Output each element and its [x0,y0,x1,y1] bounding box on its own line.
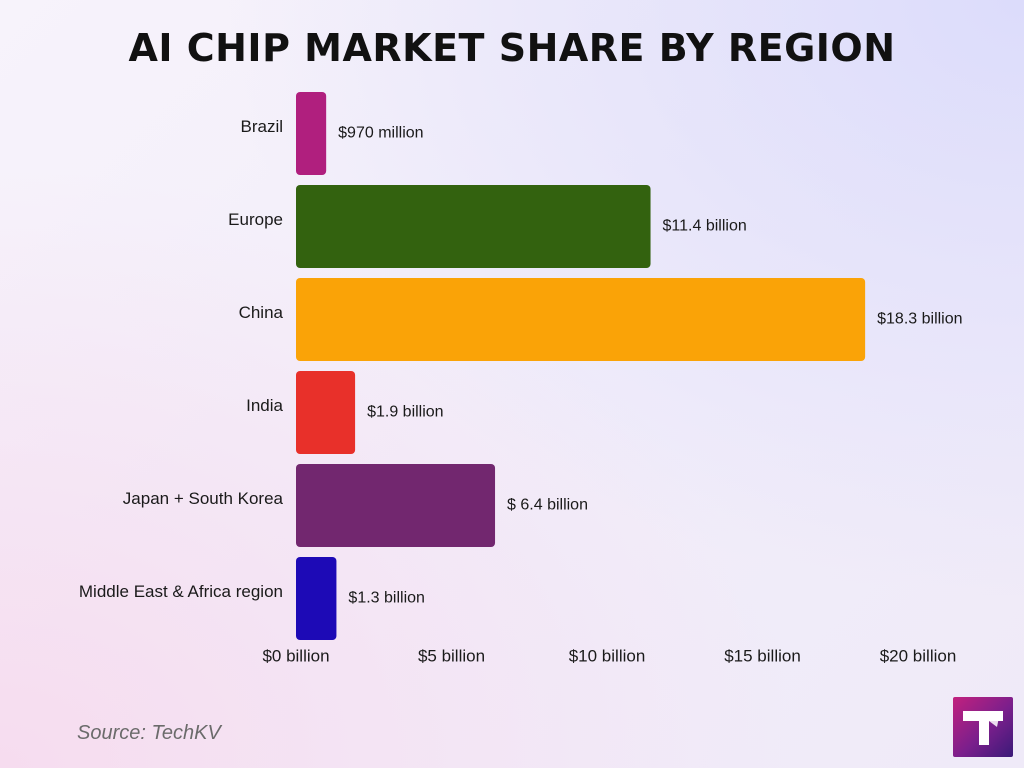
chart-title: AI CHIP MARKET SHARE BY REGION [128,26,896,70]
category-label: China [239,303,284,322]
x-axis-ticks-group: $0 billion $5 billion $10 billion $15 billi… [262,646,956,665]
source-note: Source: TechKV [77,722,221,744]
bar-chart: Brazil Europe China India Japan + South Kore… [79,92,963,665]
category-label: Middle East & Africa region [79,582,283,601]
value-label: $1.3 billion [348,590,425,607]
value-label: $970 million [338,125,423,142]
bar-2 [296,278,866,361]
bar-0 [296,92,327,175]
category-labels-group: Brazil Europe China India Japan + South Kore… [79,117,284,601]
value-label: $11.4 billion [663,218,747,235]
techkv-logo-icon [953,697,1013,757]
x-tick-label: $5 billion [418,646,485,665]
category-label: Europe [228,210,283,229]
bar-4 [296,464,496,547]
value-label: $18.3 billion [877,311,962,328]
bar-3 [296,371,356,454]
x-tick-label: $15 billion [724,646,801,665]
bar-5 [296,557,337,640]
category-label: Japan + South Korea [123,489,284,508]
value-label: $1.9 billion [367,404,444,421]
bars-group [296,92,866,640]
bar-1 [296,185,651,268]
x-tick-label: $10 billion [569,646,646,665]
x-tick-label: $0 billion [262,646,329,665]
value-label: $ 6.4 billion [507,497,588,514]
x-tick-label: $20 billion [880,646,957,665]
value-labels-group: $970 million $11.4 billion $18.3 billion $1… [338,125,962,607]
category-label: Brazil [240,117,283,136]
category-label: India [246,396,283,415]
